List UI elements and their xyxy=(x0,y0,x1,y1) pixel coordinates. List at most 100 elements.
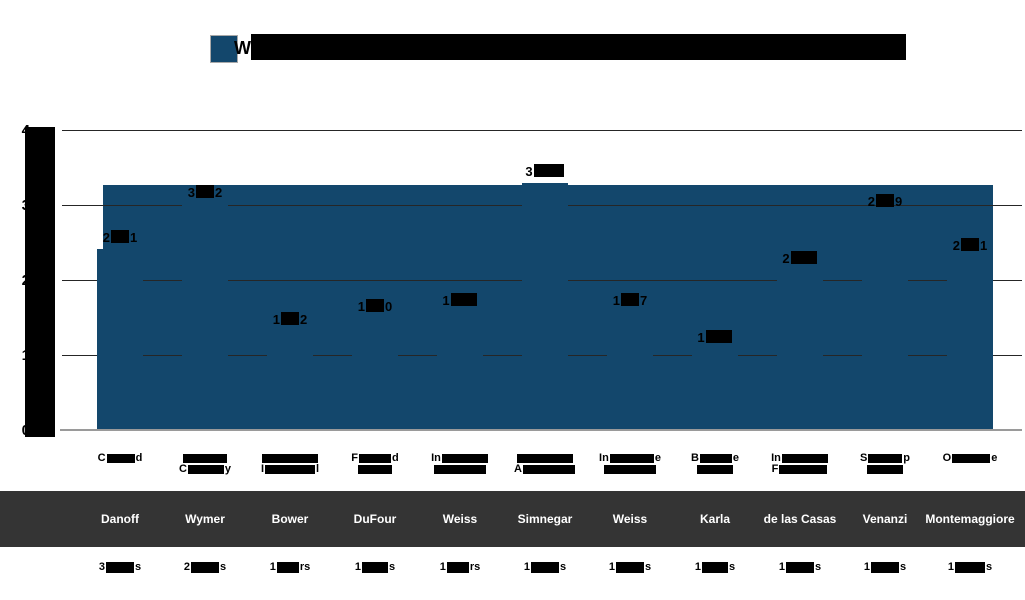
x-axis-label: A xyxy=(500,453,590,475)
manager-name: Weiss xyxy=(612,512,648,526)
x-axis-label: In F xyxy=(755,453,845,475)
bar-karla xyxy=(692,349,738,430)
redaction-bar xyxy=(106,453,135,463)
manager-name: Karla xyxy=(699,512,731,526)
redaction-bar xyxy=(359,453,391,463)
visible-text-fragment: d xyxy=(392,452,399,464)
gridline-y4 xyxy=(62,130,1022,131)
bar-weiss xyxy=(437,311,483,430)
bar-montemaggiore xyxy=(947,256,993,430)
visible-text-fragment: e xyxy=(732,452,740,464)
visible-text-fragment: rs xyxy=(299,561,311,573)
visible-text-fragment: 1 xyxy=(354,561,361,573)
visible-text-fragment: B xyxy=(690,452,699,464)
visible-text-fragment: s xyxy=(900,561,907,573)
redaction-bar xyxy=(183,453,227,463)
visible-text-fragment: e xyxy=(654,452,661,464)
manager-name: de las Casas xyxy=(763,512,837,526)
x-axis-label-line: F xyxy=(755,464,845,475)
visible-text-fragment: 3 xyxy=(187,184,195,200)
x-axis-label-line: In e xyxy=(585,453,675,464)
bar-weiss xyxy=(607,312,653,430)
redaction-bar xyxy=(276,561,299,573)
visible-text-fragment: 3 xyxy=(98,561,105,573)
redaction-bar xyxy=(786,561,814,573)
visible-text-fragment: In xyxy=(431,452,441,464)
redaction-bar xyxy=(616,561,644,573)
redaction-bar xyxy=(779,464,828,474)
x-axis-label: In e xyxy=(585,453,675,475)
redaction-bar xyxy=(876,194,894,208)
visible-text-fragment: 2 xyxy=(102,230,110,246)
visible-text-fragment: s xyxy=(645,561,652,573)
redaction-bar xyxy=(781,453,828,463)
manager-name: DuFour xyxy=(353,512,397,526)
redaction-bar xyxy=(604,464,656,474)
redaction-bar xyxy=(531,561,559,573)
visible-text-fragment: 1 xyxy=(947,561,954,573)
visible-text-fragment: I xyxy=(260,463,264,475)
x-axis-label-line: A xyxy=(500,464,590,475)
bar-simnegar xyxy=(522,183,568,430)
manager-name: Weiss xyxy=(442,512,478,526)
redaction-bar xyxy=(366,298,384,312)
x-axis-label-line: In xyxy=(755,453,845,464)
visible-text-fragment: 1 xyxy=(863,561,870,573)
chart-title-redaction-bar xyxy=(251,34,906,60)
visible-text-fragment: s xyxy=(729,561,736,573)
redaction-bar xyxy=(358,464,392,474)
bar-bower xyxy=(267,331,313,430)
redaction-bar xyxy=(434,464,486,474)
visible-text-fragment: 2 xyxy=(867,194,875,210)
chart-title-redacted: W xyxy=(234,34,906,64)
visible-text-fragment: In xyxy=(599,452,609,464)
visible-text-fragment: C xyxy=(178,463,187,475)
manager-name: Danoff xyxy=(101,512,139,526)
visible-text-fragment: C xyxy=(97,452,106,464)
redaction-bar xyxy=(196,184,214,198)
redaction-bar xyxy=(697,464,733,474)
x-axis-label-line xyxy=(585,464,675,475)
visible-text-fragment: 2 xyxy=(300,312,308,327)
redaction-bar xyxy=(362,561,388,573)
x-axis-label-line xyxy=(245,453,335,464)
manager-name: Wymer xyxy=(185,512,225,526)
visible-text-fragment: 0 xyxy=(385,298,393,314)
x-axis-label-line xyxy=(500,453,590,464)
visible-text-fragment: O xyxy=(942,452,952,464)
visible-text-fragment: s xyxy=(220,561,227,573)
redaction-bar xyxy=(450,292,477,306)
manager-name: Simnegar xyxy=(517,512,573,526)
x-axis-label-line xyxy=(415,464,505,475)
bar-value-label: 1 xyxy=(420,292,500,308)
bar-de-las-casas xyxy=(777,270,823,430)
redaction-bar xyxy=(522,464,575,474)
visible-text-fragment: 1 xyxy=(269,561,276,573)
visible-text-fragment: 1 xyxy=(442,292,450,308)
visible-text-fragment: y xyxy=(224,463,232,475)
visible-text-fragment: 1 xyxy=(694,561,701,573)
redaction-bar xyxy=(952,453,991,463)
visible-text-fragment: 1 xyxy=(778,561,785,573)
manager-name: Bower xyxy=(271,512,309,526)
redaction-bar xyxy=(111,230,129,244)
redaction-bar xyxy=(790,251,817,265)
visible-text-fragment: 1 xyxy=(980,237,988,253)
redaction-bar xyxy=(702,561,728,573)
visible-text-fragment: e xyxy=(991,452,998,464)
